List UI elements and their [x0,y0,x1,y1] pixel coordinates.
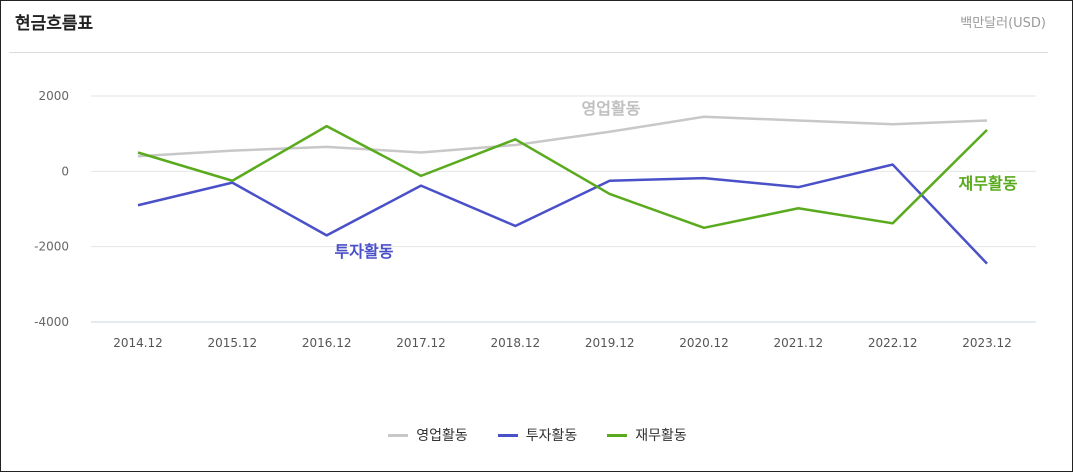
legend-label: 투자활동 [525,428,578,444]
grid [91,95,1036,323]
legend-label: 재무활동 [635,428,687,444]
legend-item-0[interactable]: 영업활동 [388,425,468,445]
x-tick-label: 2016.12 [302,336,352,350]
x-tick-label: 2015.12 [208,336,258,350]
chart-title: 현금흐름표 [15,14,94,34]
legend-swatch [607,433,628,437]
x-tick-label: 2014.12 [113,336,163,350]
series-annotation-0: 영업활동 [582,99,641,118]
y-tick-label: 2000 [38,89,69,103]
legend: 영업활동 투자활동 재무활동 [1,425,1073,445]
series-lines [137,115,988,265]
x-tick-label: 2019.12 [585,336,635,350]
x-tick-label: 2022.12 [868,336,918,350]
unit-label: 백만달러(USD) [960,16,1046,31]
legend-swatch [388,433,409,437]
y-tick-label: -4000 [34,315,69,329]
y-tick-label: -2000 [34,240,69,254]
legend-swatch [497,433,518,437]
legend-label: 영업활동 [416,428,468,444]
x-tick-label: 2020.12 [679,336,729,350]
x-tick-label: 2021.12 [774,336,824,350]
x-tick-label: 2023.12 [962,336,1012,350]
series-annotation-1: 투자활동 [335,242,394,261]
y-tick-label: 0 [61,164,69,178]
axis-ticks: 2000 0 -2000 -4000 2014.12 2015.12 2016.12 2017… [34,89,1012,350]
x-tick-label: 2017.12 [396,336,446,350]
legend-item-1[interactable]: 투자활동 [497,425,578,445]
series-line-2 [137,124,988,230]
series-annotation-2: 재무활동 [959,174,1018,193]
header-divider [9,52,1048,53]
legend-item-2[interactable]: 재무활동 [607,425,687,445]
x-tick-label: 2018.12 [491,336,541,350]
series-line-1 [137,163,988,265]
series-line-0 [137,115,988,158]
